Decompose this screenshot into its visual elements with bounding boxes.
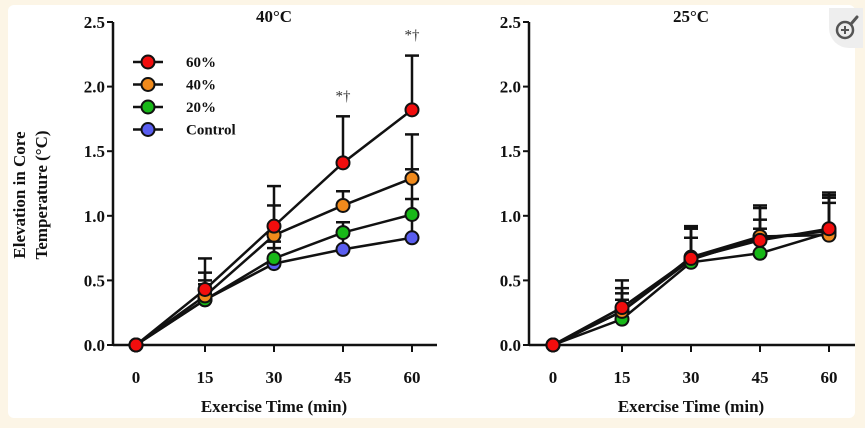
x-tick-label: 0 — [132, 368, 141, 387]
data-point — [266, 250, 282, 266]
data-point — [404, 102, 420, 118]
x-tick-label: 30 — [683, 368, 700, 387]
y-tick-label: 2.5 — [500, 13, 521, 32]
y-tick-label: 0.0 — [500, 336, 521, 355]
data-point — [404, 207, 420, 223]
data-point — [614, 300, 630, 316]
legend: 60% 40% 20% Control — [133, 54, 236, 139]
figure-panel — [8, 5, 855, 418]
data-point — [335, 197, 351, 213]
plot-40c: 40°C 0.0 0.5 1.0 1.5 2.0 2.5 0 15 30 45 60 Exercise … — [84, 7, 437, 416]
legend-label: 40% — [186, 78, 216, 94]
plot-25c: 25°C 0.0 0.5 1.0 1.5 2.0 2.5 0 15 30 45 60 Exercise … — [500, 7, 855, 416]
legend-marker — [140, 122, 156, 137]
legend-item: Control — [133, 122, 236, 139]
x-tick-label: 15 — [614, 368, 631, 387]
data-point — [197, 281, 213, 297]
plot-title: 40°C — [256, 7, 292, 26]
y-tick-label: 1.5 — [84, 142, 105, 161]
legend-marker — [140, 54, 156, 70]
legend-marker — [140, 99, 156, 115]
x-tick-label: 0 — [549, 368, 558, 387]
legend-item: 20% — [133, 99, 216, 116]
y-tick-label: 0.5 — [500, 271, 521, 290]
y-tick-label: 0.0 — [84, 336, 105, 355]
x-tick-label: 45 — [752, 368, 769, 387]
x-tick-label: 15 — [197, 368, 214, 387]
plot-title: 25°C — [673, 7, 709, 26]
y-tick-label: 1.5 — [500, 142, 521, 161]
data-point — [404, 170, 420, 186]
x-tick-label: 60 — [821, 368, 838, 387]
y-tick-label: 2.0 — [84, 78, 105, 97]
y-tick-label: 1.0 — [500, 207, 521, 226]
y-tick-label: 0.5 — [84, 271, 105, 290]
legend-item: 40% — [133, 77, 216, 94]
data-point — [752, 232, 768, 248]
data-point — [128, 337, 144, 353]
y-tick-label: 1.0 — [84, 207, 105, 226]
data-point — [335, 241, 351, 257]
zoom-in-icon — [835, 15, 859, 40]
x-axis-title: Exercise Time (min) — [201, 397, 347, 416]
data-point — [335, 155, 351, 171]
y-tick-label: 2.0 — [500, 78, 521, 97]
legend-item: 60% — [133, 54, 216, 71]
data-point — [266, 218, 282, 234]
y-axis-title: Elevation in Core Temperature (°C) — [10, 130, 51, 259]
data-point — [404, 230, 420, 246]
x-tick-label: 30 — [266, 368, 283, 387]
x-tick-label: 45 — [335, 368, 352, 387]
legend-label: 60% — [186, 55, 216, 71]
y-axis-title-line1: Elevation in Core — [10, 131, 29, 259]
data-point — [335, 225, 351, 241]
y-tick-label: 2.5 — [84, 13, 105, 32]
x-tick-label: 60 — [404, 368, 421, 387]
y-axis-title-line2: Temperature (°C) — [32, 130, 51, 259]
legend-label: 20% — [186, 100, 216, 116]
legend-label: Control — [186, 123, 236, 139]
zoom-button[interactable] — [829, 8, 863, 48]
significance-annotation: *† — [405, 28, 421, 44]
data-point — [545, 337, 561, 353]
x-axis-title: Exercise Time (min) — [618, 397, 764, 416]
significance-annotation: *† — [336, 88, 352, 104]
data-point — [752, 245, 768, 261]
legend-marker — [140, 77, 156, 92]
data-point — [821, 221, 837, 237]
data-point — [683, 250, 699, 266]
